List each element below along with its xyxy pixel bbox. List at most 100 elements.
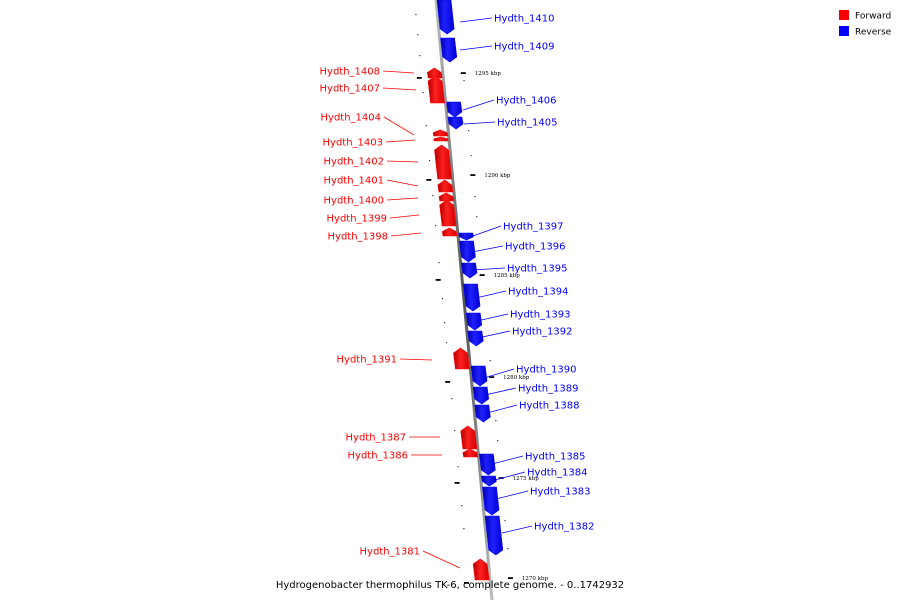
gene-label[interactable]: Hydth_1381 [360,547,421,558]
gene-arrow-reverse[interactable] [446,101,463,118]
minor-tick [463,80,465,82]
gene-arrow-reverse[interactable] [447,116,464,130]
gene-arrow-reverse[interactable] [459,240,476,263]
gene-label[interactable]: Hydth_1406 [496,96,557,107]
gene-arrow-reverse[interactable] [465,312,483,331]
gene-arrow-forward[interactable] [427,75,445,104]
gene-arrow-forward[interactable] [462,448,479,458]
gene-leader-line [386,160,419,163]
gene-label[interactable]: Hydth_1394 [508,287,569,298]
gene-arrow-reverse[interactable] [472,386,490,405]
gene-label[interactable]: Hydth_1398 [328,232,389,243]
minor-tick [419,55,421,57]
gene-arrow-forward[interactable] [453,347,470,370]
gene-label[interactable]: Hydth_1383 [530,487,591,498]
major-tick-right [479,274,485,276]
gene-label[interactable]: Hydth_1408 [320,67,381,78]
gene-arrow-reverse[interactable] [436,0,455,35]
legend-reverse-swatch [839,26,849,36]
gene-arrow-reverse[interactable] [484,515,504,556]
gene-label[interactable]: Hydth_1410 [494,14,555,25]
gene-arrow-reverse[interactable] [463,283,481,312]
gene-arrow-reverse[interactable] [440,37,458,63]
minor-tick [476,216,478,218]
minor-tick [474,196,476,198]
minor-tick [468,130,470,132]
gene-arrow-reverse[interactable] [474,404,491,423]
genome-axis [434,0,494,600]
legend-reverse-label: Reverse [855,28,892,38]
minor-tick [504,520,506,522]
axis-tick-label: 1270 kbp [522,576,549,582]
minor-tick [432,195,434,197]
gene-label[interactable]: Hydth_1390 [516,365,577,376]
gene-leader-line [495,490,529,500]
gene-arrow-reverse[interactable] [458,232,474,241]
gene-arrow-reverse[interactable] [470,365,488,387]
gene-label[interactable]: Hydth_1405 [497,118,558,129]
minor-tick [441,298,444,300]
gene-label[interactable]: Hydth_1395 [507,264,568,275]
gene-arrow-reverse[interactable] [482,486,500,516]
gene-leader-line [476,313,509,322]
gene-arrow-forward[interactable] [439,199,457,227]
gene-label[interactable]: Hydth_1403 [323,138,384,149]
gene-arrow-forward[interactable] [441,227,458,237]
gene-label[interactable]: Hydth_1401 [324,176,385,187]
gene-label[interactable]: Hydth_1385 [525,452,586,463]
gene-label[interactable]: Hydth_1400 [324,196,385,207]
minor-tick [435,225,437,227]
gene-leader-line [469,225,502,238]
gene-labels: Hydth_1410 Hydth_1409 Hydth_1408 Hydth_1407… [320,14,595,569]
gene-label[interactable]: Hydth_1407 [320,84,381,95]
major-tick-right [460,72,466,74]
gene-label[interactable]: Hydth_1397 [503,222,564,233]
gene-arrow-reverse[interactable] [479,453,496,476]
gene-arrow-forward[interactable] [460,425,478,450]
major-tick-left [426,179,432,181]
legend-forward-label: Forward [855,12,891,22]
gene-label[interactable]: Hydth_1396 [505,242,566,253]
gene-arrow-forward[interactable] [434,144,453,180]
gene-leader-line [501,525,533,534]
gene-label[interactable]: Hydth_1386 [348,451,409,462]
gene-label[interactable]: Hydth_1382 [534,522,595,533]
minor-tick [422,92,424,94]
major-tick-left [445,381,451,383]
gene-label[interactable]: Hydth_1409 [494,42,555,53]
gene-leader-line [399,358,433,361]
gene-arrow-forward[interactable] [432,129,449,137]
gene-label[interactable]: Hydth_1399 [327,214,388,225]
gene-label[interactable]: Hydth_1388 [519,401,580,412]
gene-leader-line [462,99,495,111]
axis-tick-label: 1295 kbp [475,71,502,77]
gene-label[interactable]: Hydth_1389 [518,384,579,395]
minor-tick [489,360,491,362]
gene-label[interactable]: Hydth_1384 [527,468,588,479]
gene-label[interactable]: Hydth_1387 [346,433,407,444]
minor-tick [417,34,419,36]
gene-arrow-forward[interactable] [427,67,443,79]
legend-forward-swatch [839,10,849,20]
gene-leader-line [475,290,507,299]
major-tick-right [489,376,495,378]
gene-label[interactable]: Hydth_1392 [512,327,573,338]
gene-label[interactable]: Hydth_1402 [324,157,385,168]
gene-arrow-reverse[interactable] [481,475,497,487]
gene-arrow-reverse[interactable] [467,330,484,347]
gene-arrow-forward[interactable] [433,136,449,142]
major-tick-right [470,174,476,176]
gene-leader-line [483,368,515,379]
minor-tick [451,398,453,400]
gene-label[interactable]: Hydth_1393 [510,310,571,321]
gene-arrow-forward[interactable] [438,192,455,202]
gene-arrow-forward[interactable] [472,558,490,581]
gene-label[interactable]: Hydth_1404 [321,113,382,124]
gene-leader-line [382,70,415,74]
gene-arrow-forward[interactable] [437,179,454,193]
gene-arrow-reverse[interactable] [461,262,478,279]
gene-label[interactable]: Hydth_1391 [337,355,398,366]
gene-leader-line [484,387,517,396]
gene-leader-line [463,121,496,125]
major-tick-left [435,279,441,281]
